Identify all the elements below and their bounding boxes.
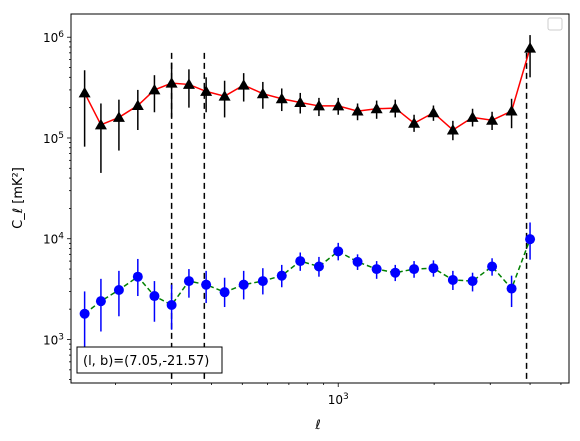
- data-point: [131, 99, 144, 111]
- data-point: [166, 299, 177, 310]
- data-point: [408, 117, 421, 128]
- x-tick-label: 103: [328, 392, 349, 407]
- data-point: [371, 264, 382, 275]
- data-point: [182, 78, 195, 89]
- data-point: [132, 271, 143, 282]
- data-point: [238, 279, 249, 290]
- data-point: [332, 99, 345, 111]
- x-axis-ticks: 103: [115, 383, 562, 407]
- data-point: [505, 105, 518, 116]
- data-point: [78, 86, 91, 98]
- data-point: [218, 90, 231, 101]
- data-point: [428, 263, 439, 274]
- data-point: [256, 87, 269, 99]
- data-point: [165, 77, 178, 88]
- data-point: [351, 105, 364, 116]
- data-point: [466, 111, 479, 122]
- data-point: [201, 279, 212, 290]
- data-point: [506, 283, 517, 294]
- y-tick-label: 104: [43, 232, 64, 247]
- data-point: [467, 276, 478, 287]
- plot-frame: [70, 13, 570, 384]
- data-point: [390, 267, 401, 278]
- data-point: [525, 234, 536, 245]
- y-axis-ticks: 103 104 105 106: [43, 30, 71, 380]
- data-point: [149, 291, 160, 302]
- data-point: [312, 99, 325, 111]
- y-tick-label: 106: [43, 30, 64, 45]
- data-point: [524, 42, 537, 53]
- x-axis-label: ℓ: [314, 418, 320, 433]
- data-point: [389, 102, 402, 113]
- data-point: [295, 256, 306, 267]
- annotation-text: (l, b)=(7.05,-21.57): [83, 354, 209, 369]
- data-point: [183, 276, 194, 287]
- data-point: [112, 111, 125, 122]
- data-point: [257, 276, 268, 287]
- data-point: [447, 274, 458, 285]
- data-point: [486, 114, 499, 125]
- series-2: [79, 222, 536, 356]
- data-point: [487, 261, 498, 272]
- data-point: [446, 123, 459, 135]
- data-point: [95, 296, 106, 307]
- y-tick-label: 105: [43, 131, 64, 146]
- data-point: [200, 85, 213, 96]
- series-1: [78, 35, 537, 173]
- data-point: [294, 96, 307, 107]
- data-point: [94, 118, 107, 130]
- data-point: [333, 246, 344, 257]
- data-point: [79, 308, 90, 319]
- data-point: [237, 79, 250, 90]
- y-axis-label: C_ℓ [mK²]: [11, 167, 26, 229]
- data-point: [313, 261, 324, 272]
- data-point: [276, 270, 287, 281]
- legend-box: [547, 17, 563, 31]
- data-point: [148, 83, 161, 95]
- data-series: [78, 35, 537, 356]
- data-point: [113, 284, 124, 295]
- annotation-box: [76, 346, 223, 374]
- data-point: [219, 287, 230, 298]
- data-point: [352, 256, 363, 267]
- y-tick-label: 103: [43, 332, 64, 347]
- data-point: [409, 264, 420, 275]
- plot-area: [71, 14, 569, 383]
- data-point: [275, 92, 288, 104]
- data-point: [370, 102, 383, 114]
- data-point: [427, 106, 440, 118]
